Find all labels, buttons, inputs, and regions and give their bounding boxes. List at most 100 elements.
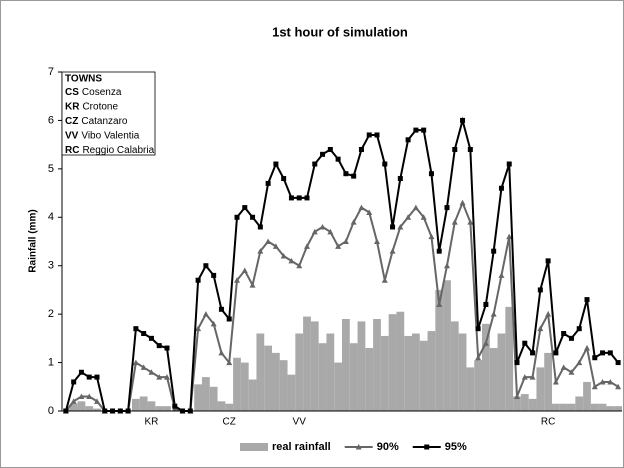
marker (436, 301, 443, 307)
town-code: VV (65, 130, 79, 141)
y-tick-label: 6 (48, 114, 54, 126)
marker (172, 403, 178, 409)
legend-swatch (240, 443, 268, 451)
marker (94, 374, 100, 380)
marker (342, 238, 349, 244)
town-entry: VV Vibo Valentia (65, 130, 140, 141)
bar (513, 396, 521, 411)
marker (514, 360, 520, 366)
bar (552, 403, 560, 411)
town-name: Cosenza (82, 87, 122, 98)
towns-box (61, 71, 156, 156)
marker (475, 354, 482, 361)
bar (194, 384, 202, 411)
marker (475, 326, 481, 332)
y-tick-label: 7 (48, 66, 54, 78)
bar (435, 289, 444, 411)
bar (567, 403, 576, 411)
bar (147, 401, 156, 411)
bar (458, 333, 467, 411)
marker (483, 301, 489, 307)
marker (78, 393, 85, 399)
bar (256, 333, 265, 411)
marker (320, 151, 326, 157)
marker (351, 173, 357, 179)
marker (272, 243, 279, 249)
bar (528, 398, 537, 411)
y-tick-label: 2 (48, 308, 54, 320)
bar (598, 403, 607, 411)
marker (552, 378, 559, 385)
marker (78, 369, 84, 375)
marker (444, 205, 450, 211)
marker (467, 146, 473, 152)
marker (218, 349, 225, 356)
bar (606, 406, 615, 411)
bar (404, 335, 412, 411)
bar (132, 398, 140, 411)
y-tick-label: 1 (48, 356, 54, 368)
bar (349, 343, 358, 411)
bar (69, 403, 78, 411)
marker (273, 161, 279, 167)
marker (389, 248, 396, 254)
bar (326, 333, 335, 411)
marker (234, 277, 240, 283)
marker (451, 219, 458, 225)
marker (140, 364, 147, 370)
marker (545, 258, 551, 264)
marker (211, 272, 217, 278)
bar (225, 403, 234, 411)
bar (279, 360, 288, 411)
marker (241, 267, 248, 274)
bar (575, 396, 584, 411)
marker (576, 326, 582, 332)
marker (366, 132, 372, 138)
marker (421, 127, 427, 133)
marker (374, 238, 380, 244)
town-entry: CS Cosenza (65, 87, 122, 98)
bar (505, 306, 514, 411)
x-tick-label: RC (541, 417, 555, 428)
town-name: Crotone (82, 101, 118, 112)
marker (592, 355, 598, 361)
marker (148, 335, 154, 341)
marker (482, 340, 489, 346)
marker (234, 214, 240, 220)
y-tick-label: 4 (48, 211, 54, 223)
bar (396, 311, 405, 411)
bar (295, 333, 304, 411)
bar (85, 406, 94, 411)
bar (373, 318, 381, 411)
x-tick-label: CZ (223, 417, 236, 428)
bar (544, 352, 552, 411)
bar (209, 386, 218, 411)
marker (436, 248, 442, 254)
marker (498, 185, 504, 191)
bar (497, 333, 506, 411)
marker (381, 277, 388, 283)
marker (506, 233, 513, 240)
marker (288, 195, 294, 201)
bar (380, 335, 389, 411)
bar (342, 318, 350, 411)
marker (343, 171, 349, 177)
marker (514, 393, 520, 399)
marker (553, 350, 559, 356)
marker (202, 311, 209, 317)
marker (141, 331, 147, 337)
marker (584, 345, 590, 351)
x-tick-label: VV (293, 417, 307, 428)
marker (498, 272, 505, 278)
marker (358, 146, 364, 152)
marker (584, 297, 590, 303)
marker (405, 214, 412, 220)
marker (70, 398, 77, 404)
marker (599, 378, 606, 385)
bar (450, 321, 459, 411)
marker (424, 444, 430, 450)
marker (257, 224, 263, 230)
marker (218, 306, 224, 312)
bar (388, 314, 397, 411)
marker (444, 262, 450, 269)
